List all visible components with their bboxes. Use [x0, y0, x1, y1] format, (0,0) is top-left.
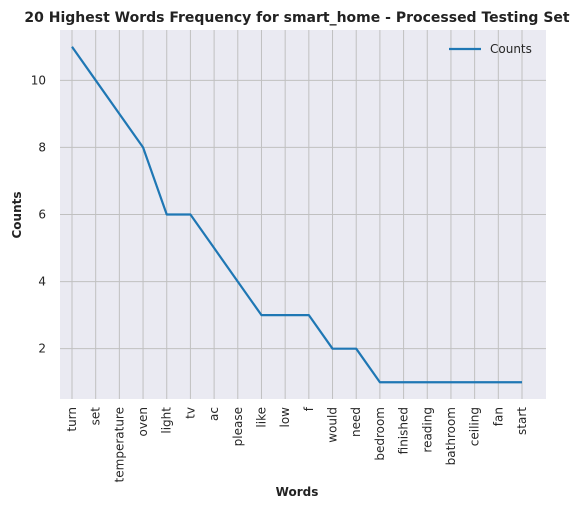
series-line-counts	[71, 46, 522, 384]
y-gridlines	[60, 79, 546, 350]
x-tick-label: bathroom	[444, 407, 458, 465]
x-tick-label: bedroom	[373, 407, 387, 461]
x-axis-label: Words	[276, 485, 319, 499]
x-tick-label: tv	[183, 407, 197, 419]
y-tick-label: 10	[31, 73, 46, 87]
chart-title: 20 Highest Words Frequency for smart_hom…	[24, 10, 570, 26]
x-tick-label: reading	[420, 407, 434, 453]
y-tick-label: 4	[38, 275, 46, 289]
x-tick-label: low	[278, 407, 292, 428]
x-tick-label: temperature	[112, 407, 126, 482]
y-tick-label: 8	[38, 140, 46, 154]
x-tick-label: set	[89, 407, 103, 426]
x-tick-label: ac	[207, 407, 221, 421]
y-tick-labels: 2 4 6 8 10	[31, 73, 46, 355]
y-tick-label: 2	[38, 342, 46, 356]
x-tick-label: need	[349, 407, 363, 437]
x-tick-label: finished	[397, 407, 411, 454]
x-tick-label: turn	[65, 407, 79, 432]
legend: Counts	[449, 42, 532, 56]
x-tick-label: light	[160, 407, 174, 434]
legend-label-counts: Counts	[490, 42, 532, 56]
x-tick-label: start	[515, 407, 529, 435]
x-tick-label: f	[302, 406, 316, 411]
x-tick-label: fan	[491, 407, 505, 426]
y-tick-label: 6	[38, 208, 46, 222]
y-axis-label: Counts	[10, 191, 24, 238]
x-tick-label: would	[326, 407, 340, 443]
x-tick-label: please	[231, 407, 245, 446]
x-tick-label: oven	[136, 407, 150, 436]
x-tick-labels: turn set temperature oven light tv ac please lik…	[65, 406, 529, 482]
x-tick-label: ceiling	[468, 407, 482, 446]
x-tick-label: like	[254, 407, 268, 428]
